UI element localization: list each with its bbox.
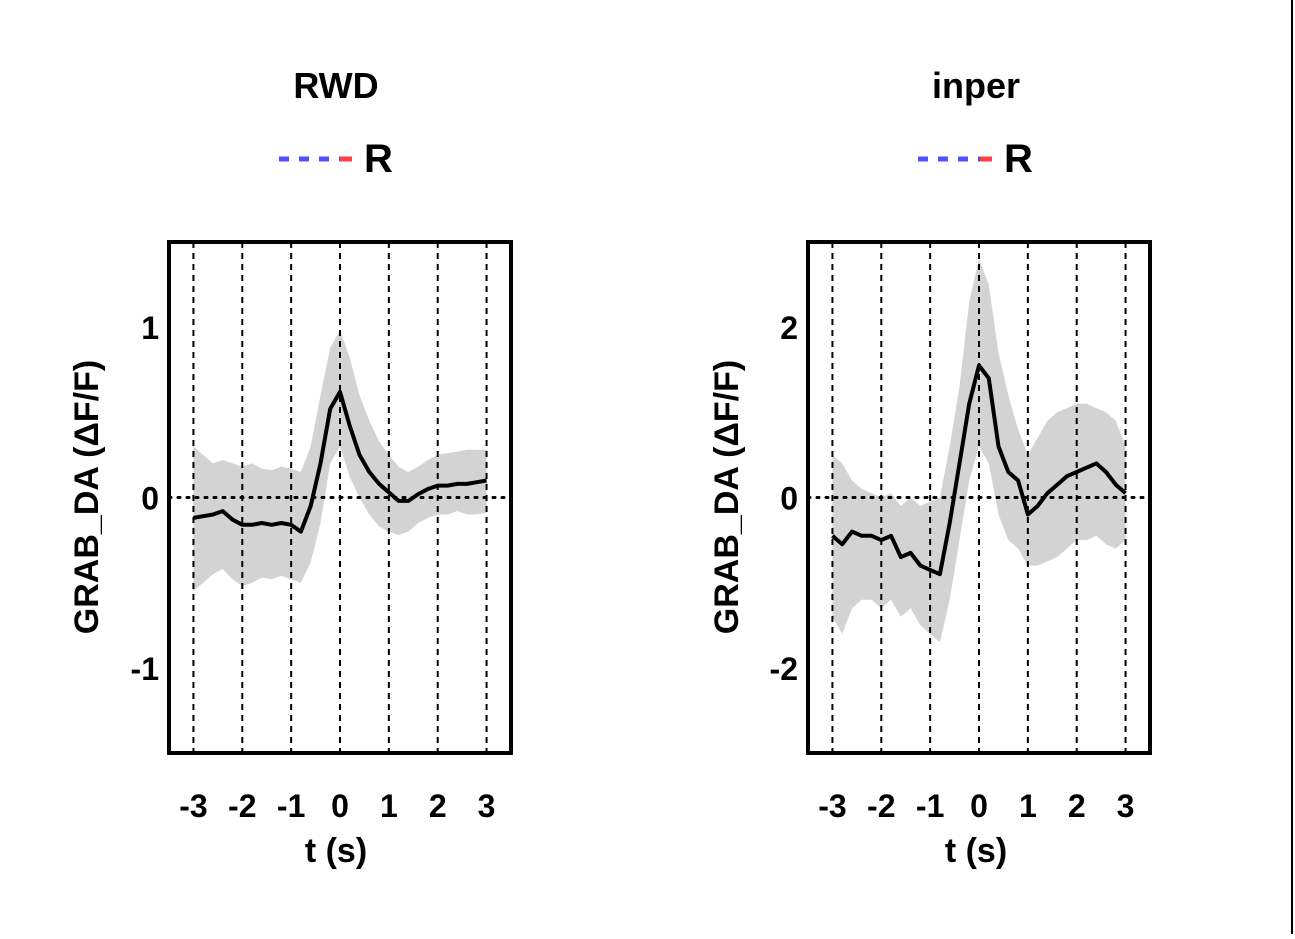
x-tick-label: 2	[429, 788, 447, 824]
x-tick-label: 0	[331, 788, 349, 824]
x-tick-labels: -3 -2 -1 0 1 2 3	[818, 788, 1134, 824]
x-tick-label: 3	[1117, 788, 1135, 824]
plot-frame	[167, 240, 513, 755]
y-tick-label: 2	[780, 310, 798, 346]
error-band-layer	[832, 259, 1126, 643]
x-tick-label: -1	[277, 788, 305, 824]
chart-title: RWD	[293, 65, 378, 106]
chart-panel-rwd: RWD R 10-1 -3 -2 -1 0 1 2 3 t (s) GRAB_DA (ΔF/…	[68, 65, 513, 870]
x-tick-label: 1	[1019, 788, 1037, 824]
x-tick-label: 3	[478, 788, 496, 824]
chart-panel-inper: inper R 20-2 -3 -2 -1 0 1 2 3 t (s) GRAB_DA (Δ…	[708, 65, 1152, 870]
x-tick-label: 2	[1068, 788, 1086, 824]
x-tick-label: 0	[970, 788, 988, 824]
legend: R	[918, 137, 1033, 181]
y-tick-label: -2	[770, 651, 798, 687]
x-tick-label: -3	[818, 788, 846, 824]
y-tick-label: 1	[141, 310, 159, 346]
legend-label: R	[364, 137, 393, 181]
plot-frame	[806, 240, 1152, 755]
legend: R	[279, 137, 393, 181]
y-tick-label: 0	[141, 481, 159, 517]
x-tick-label: -2	[228, 788, 256, 824]
y-tick-labels: 1 0 -1	[131, 310, 159, 687]
x-tick-labels: -3 -2 -1 0 1 2 3	[179, 788, 495, 824]
y-axis-label: GRAB_DA (ΔF/F)	[68, 360, 106, 634]
page-right-border	[1291, 0, 1293, 934]
x-axis-label: t (s)	[305, 832, 367, 870]
x-tick-label: -3	[179, 788, 207, 824]
error-band-series-0	[832, 259, 1126, 643]
y-tick-labels: 2 0 -2	[770, 310, 798, 687]
error-band-layer	[193, 330, 487, 592]
mean-line-series-0	[831, 363, 1127, 577]
y-axis-label: GRAB_DA (ΔF/F)	[708, 360, 746, 634]
mean-line-layer	[193, 389, 487, 534]
y-tick-label: -1	[131, 651, 159, 687]
mean-line-layer	[831, 363, 1127, 577]
error-band-series-0	[193, 330, 487, 592]
x-tick-label: -2	[867, 788, 895, 824]
chart-title: inper	[932, 65, 1020, 106]
legend-label: R	[1004, 137, 1033, 181]
x-tick-label: 1	[380, 788, 398, 824]
x-tick-label: -1	[916, 788, 944, 824]
x-axis-label: t (s)	[945, 832, 1007, 870]
mean-line-series-0	[193, 389, 487, 534]
y-tick-label: 0	[780, 481, 798, 517]
